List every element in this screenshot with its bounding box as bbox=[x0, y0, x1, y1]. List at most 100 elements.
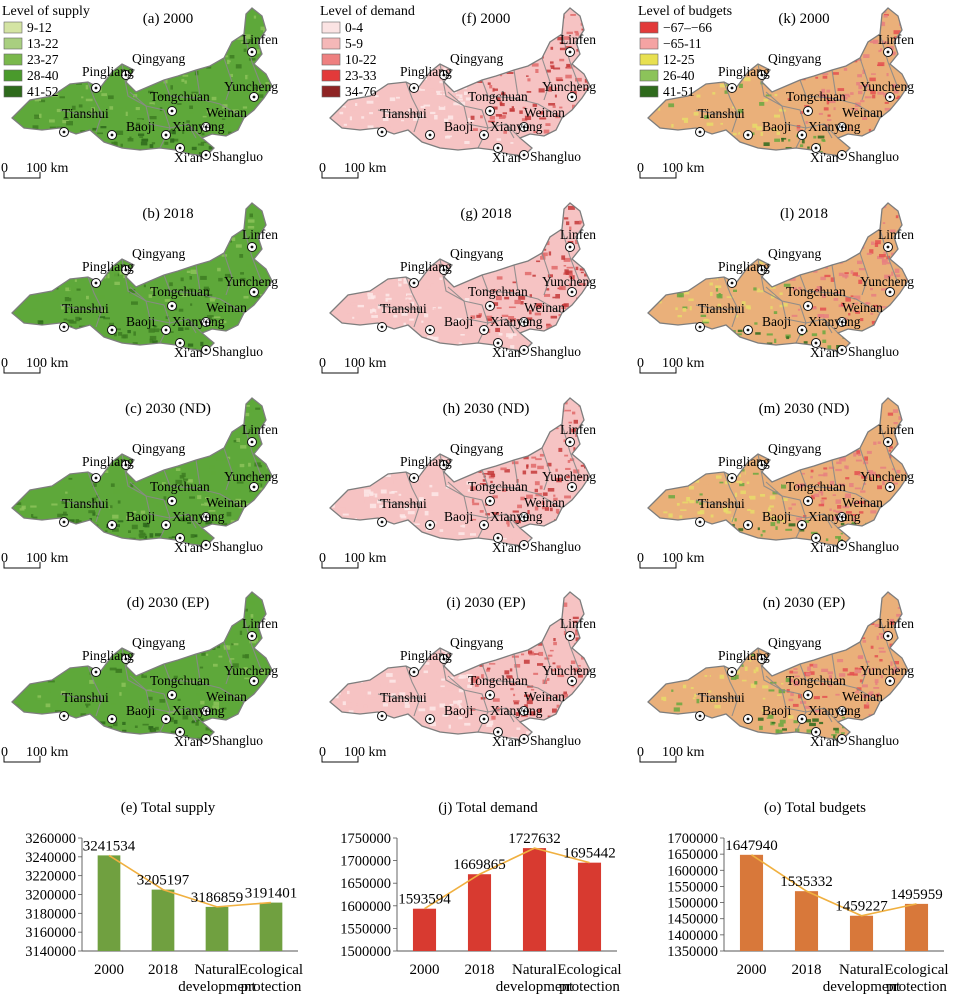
city-marker: Pingliang bbox=[400, 454, 452, 483]
city-label: Baoji bbox=[444, 314, 473, 329]
prefecture-boundary bbox=[187, 513, 203, 529]
city-marker: Shangluo bbox=[837, 539, 899, 554]
city-marker: Xi'an bbox=[810, 727, 839, 749]
city-marker: Pingliang bbox=[400, 64, 452, 93]
city-marker: Weinan bbox=[519, 105, 565, 132]
legend-swatch bbox=[639, 53, 659, 66]
city-label: Shangluo bbox=[848, 733, 899, 748]
city-marker: Baoji bbox=[425, 509, 473, 530]
city-marker: Weinan bbox=[201, 495, 247, 522]
region-fill bbox=[12, 203, 272, 351]
city-label: Yuncheng bbox=[860, 663, 914, 678]
city-marker: Yuncheng bbox=[542, 469, 596, 492]
prefecture-boundary bbox=[377, 304, 420, 310]
city-marker: Weinan bbox=[837, 689, 883, 716]
city-label: Yuncheng bbox=[542, 274, 596, 289]
prefecture-boundary bbox=[447, 91, 465, 107]
prefecture-boundary bbox=[765, 286, 783, 302]
city-marker: Qingyang bbox=[121, 441, 185, 470]
legend-label: 10-22 bbox=[345, 52, 377, 67]
city-marker: Tianshui bbox=[695, 106, 745, 137]
prefecture-boundary bbox=[723, 665, 739, 717]
prefecture-boundary bbox=[481, 663, 563, 703]
data-label: 1535332 bbox=[780, 874, 833, 890]
city-label: Qingyang bbox=[450, 51, 503, 66]
map-title: (d) 2030 (EP) bbox=[127, 595, 210, 611]
city-marker: Qingyang bbox=[757, 246, 821, 275]
city-label: Qingyang bbox=[132, 51, 185, 66]
prefecture-boundary bbox=[377, 109, 420, 115]
prefecture-boundary bbox=[799, 274, 881, 314]
city-marker: Tongchuan bbox=[150, 89, 210, 116]
y-tick-label: 3220000 bbox=[25, 869, 76, 885]
prefecture-boundary bbox=[87, 665, 103, 717]
city-label: Qingyang bbox=[768, 635, 821, 650]
city-marker: Tianshui bbox=[377, 301, 427, 332]
city-label: Yuncheng bbox=[860, 469, 914, 484]
scale-zero: 0 bbox=[319, 745, 326, 760]
x-tick-label: 2000 bbox=[410, 962, 440, 978]
city-marker: Tianshui bbox=[377, 496, 427, 527]
city-marker: Tongchuan bbox=[786, 673, 846, 700]
y-tick-label: 3240000 bbox=[25, 850, 76, 866]
x-tick-label: 2000 bbox=[94, 962, 124, 978]
chart-1: (j) Total demand 1500000 1550000 1600000 165… bbox=[340, 800, 621, 995]
city-marker: Tianshui bbox=[59, 106, 109, 137]
prefecture-boundary bbox=[823, 707, 839, 723]
scale-bar: 0 100 km bbox=[319, 551, 387, 569]
y-tick-label: 1500000 bbox=[340, 944, 391, 960]
city-label: Pingliang bbox=[718, 648, 770, 663]
city-label: Baoji bbox=[762, 119, 791, 134]
bar bbox=[904, 903, 929, 951]
bar bbox=[849, 915, 874, 951]
trend-line bbox=[751, 854, 917, 917]
prefecture-boundary bbox=[187, 707, 203, 723]
chart-2: (o) Total budgets13500001400000145000015… bbox=[667, 800, 948, 995]
prefecture-boundary bbox=[823, 123, 839, 139]
city-label: Xianyang bbox=[172, 119, 225, 134]
city-label: Tianshui bbox=[698, 496, 745, 511]
scale-bar: 0 100 km bbox=[319, 356, 387, 374]
city-label: Linfen bbox=[878, 616, 914, 631]
city-marker: Qingyang bbox=[121, 635, 185, 664]
prefecture-boundary bbox=[163, 663, 245, 703]
city-label: Shangluo bbox=[530, 344, 581, 359]
city-marker: Baoji bbox=[743, 703, 791, 724]
legend-swatch bbox=[321, 53, 341, 66]
prefecture-boundary bbox=[129, 481, 147, 497]
map-title: (c) 2030 (ND) bbox=[125, 401, 211, 417]
legend-swatch bbox=[639, 21, 659, 34]
charts-layer: (e) Total supply 3140000 3160000 3180000 320… bbox=[25, 800, 948, 995]
city-marker: Weinan bbox=[519, 300, 565, 327]
prefecture-boundary bbox=[129, 91, 147, 107]
legend-label: 34-76 bbox=[345, 84, 377, 99]
prefecture-boundary bbox=[243, 228, 263, 284]
city-label: Tongchuan bbox=[786, 479, 846, 494]
prefecture-boundary bbox=[723, 276, 739, 328]
prefecture-boundary bbox=[223, 641, 233, 685]
city-marker: Tongchuan bbox=[150, 284, 210, 311]
city-marker: Xi'an bbox=[174, 727, 203, 749]
prefecture-boundary bbox=[859, 641, 869, 685]
prefecture-boundary bbox=[145, 495, 197, 529]
region-outline bbox=[329, 591, 591, 741]
scale-bar: 0 100 km bbox=[319, 745, 387, 763]
city-label: Tongchuan bbox=[150, 479, 210, 494]
city-marker: Yuncheng bbox=[860, 79, 914, 102]
city-label: Linfen bbox=[242, 616, 278, 631]
scale-label: 100 km bbox=[26, 745, 69, 760]
prefecture-boundary bbox=[505, 123, 521, 139]
prefecture-boundary bbox=[695, 304, 738, 310]
prefecture-boundary bbox=[129, 675, 147, 691]
legend-swatch bbox=[3, 69, 23, 82]
city-label: Pingliang bbox=[718, 259, 770, 274]
scale-zero: 0 bbox=[319, 356, 326, 371]
legend-label: 12-25 bbox=[663, 52, 695, 67]
x-tick-label: Natural development bbox=[178, 962, 256, 995]
prefecture-boundary bbox=[879, 228, 899, 284]
bar bbox=[739, 854, 764, 951]
